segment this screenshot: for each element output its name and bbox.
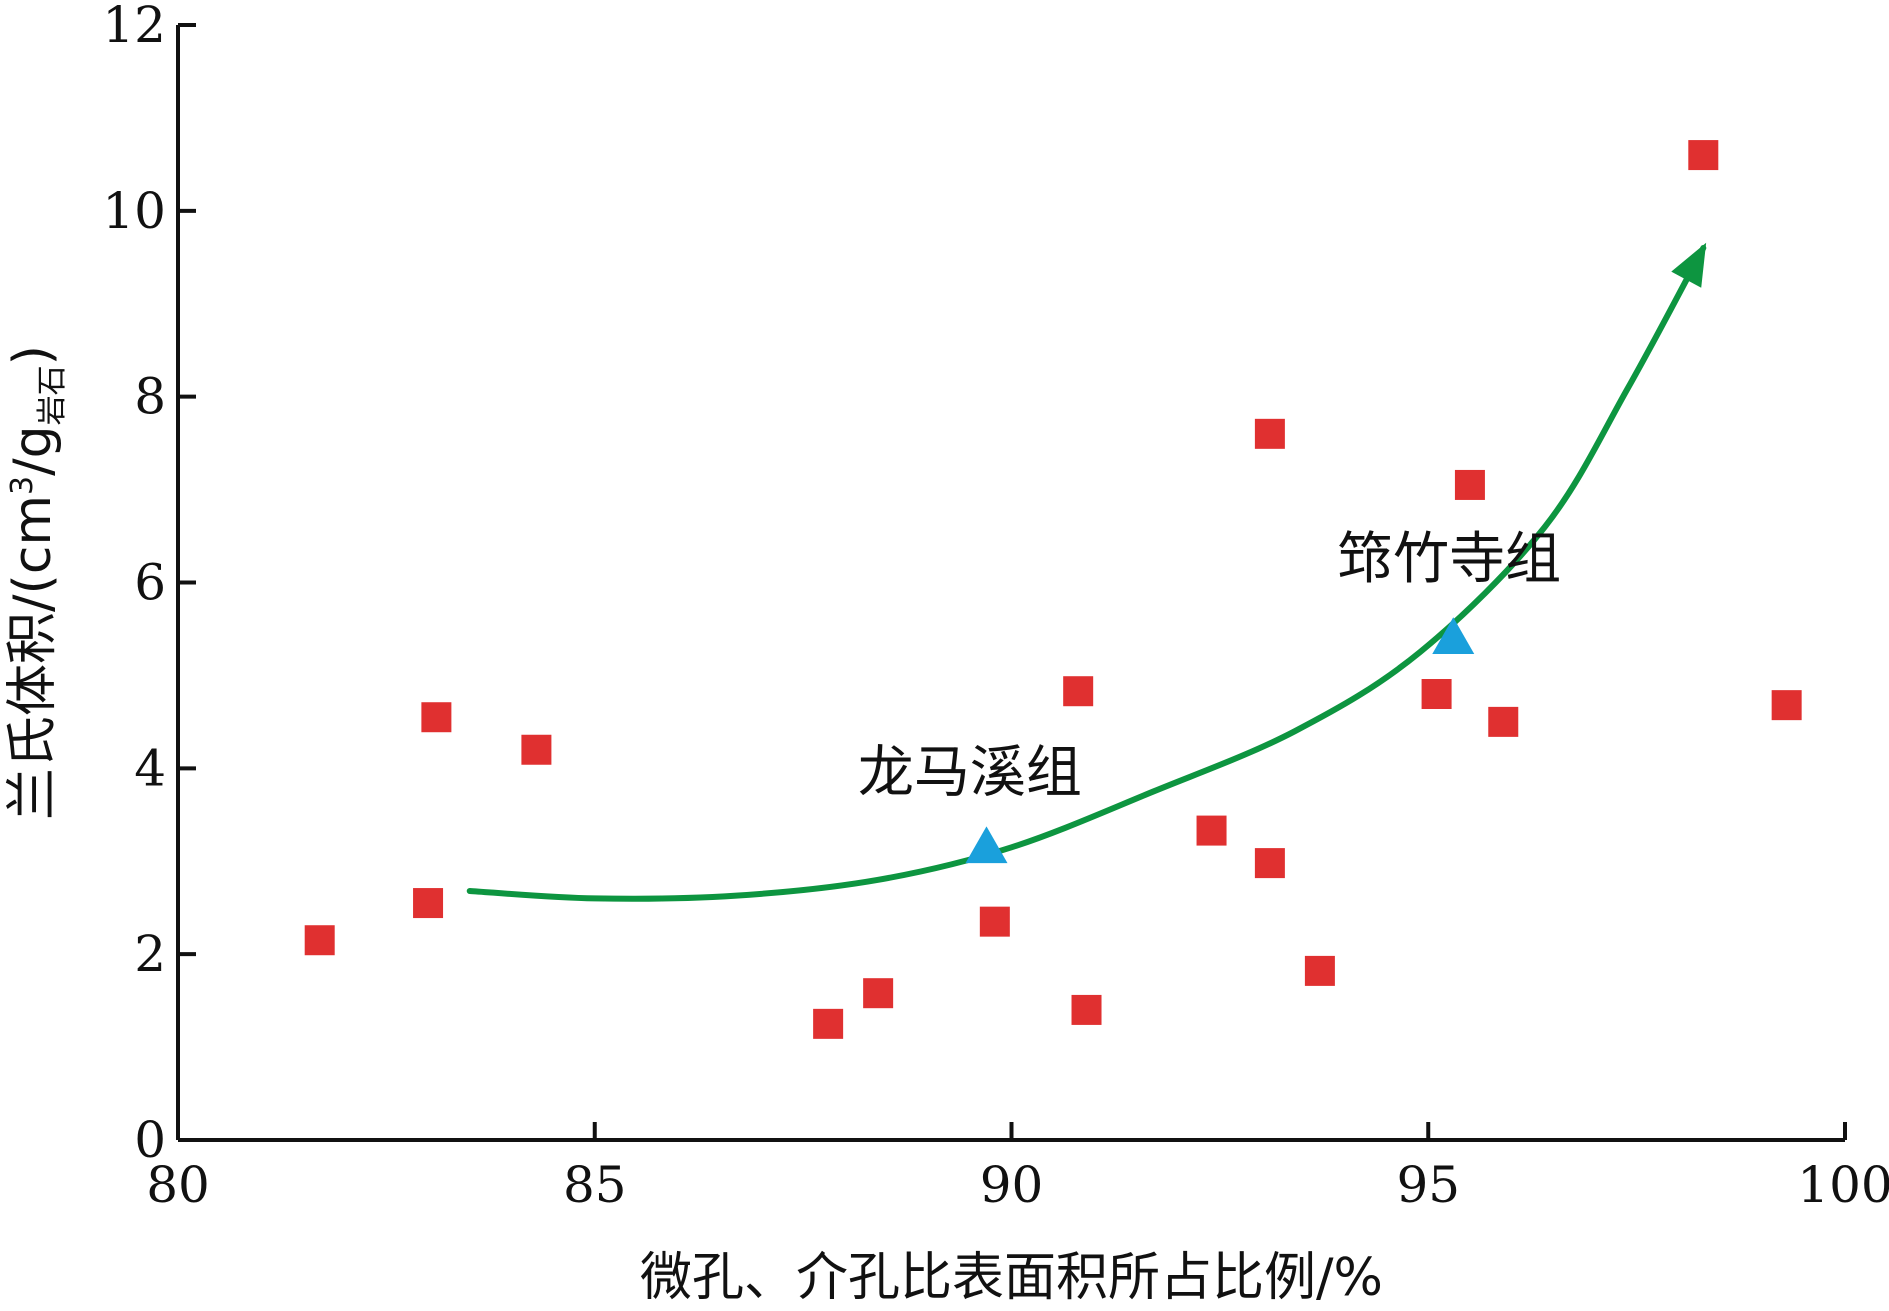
x-tick-label: 100: [1797, 1156, 1889, 1214]
trend-arrow: [466, 242, 1707, 902]
y-title-sub: 岩石: [35, 365, 70, 425]
point-square: [1071, 994, 1102, 1025]
y-tick-label: 8: [134, 368, 166, 426]
point-square: [1688, 140, 1719, 171]
x-tick-label: 95: [1396, 1156, 1460, 1214]
y-axis-title: 兰氏体积/(cm3/g岩石): [3, 345, 70, 820]
y-title-mid: /g: [3, 425, 63, 476]
point-square: [813, 1008, 844, 1039]
y-title-main: 兰氏体积/(cm: [3, 495, 63, 820]
point-square: [979, 906, 1010, 937]
y-tick-label: 2: [134, 925, 166, 983]
x-tick-label: 90: [980, 1156, 1044, 1214]
point-square: [1771, 690, 1802, 721]
y-title-sup: 3: [5, 476, 40, 495]
point-triangle: [965, 826, 1008, 864]
point-square: [1254, 418, 1285, 449]
axes: 80 85 90 95 100 0 2 4 6 8 10 12: [102, 0, 1889, 1214]
point-square: [521, 734, 552, 765]
y-tick-label: 6: [134, 554, 166, 612]
point-square: [421, 702, 452, 733]
x-axis-title: 微孔、介孔比表面积所占比例/%: [640, 1248, 1383, 1308]
point-square: [863, 978, 894, 1009]
point-square: [1254, 848, 1285, 879]
y-tick-label: 12: [102, 0, 166, 54]
y-tick-label: 10: [102, 182, 166, 240]
point-square: [1196, 815, 1227, 846]
point-triangle: [1432, 617, 1475, 654]
annotation-label: 筇竹寺组: [1337, 527, 1561, 592]
x-tick-label: 85: [563, 1156, 627, 1214]
point-square: [1488, 706, 1519, 737]
point-square: [304, 925, 335, 956]
arrowhead: [1671, 242, 1707, 288]
point-square: [1304, 955, 1335, 986]
data-points: [304, 140, 1802, 1039]
point-square: [1063, 676, 1094, 707]
annotations: 龙马溪组 筇竹寺组: [858, 527, 1561, 806]
point-square: [413, 888, 444, 919]
y-tick-label: 0: [134, 1111, 166, 1169]
point-square: [1454, 469, 1485, 500]
point-square: [1421, 679, 1452, 709]
y-title-end: ): [3, 345, 63, 365]
y-tick-label: 4: [134, 739, 166, 797]
x-tick-label: 80: [146, 1156, 210, 1214]
annotation-label: 龙马溪组: [858, 741, 1082, 806]
trend-curve: [466, 245, 1707, 902]
